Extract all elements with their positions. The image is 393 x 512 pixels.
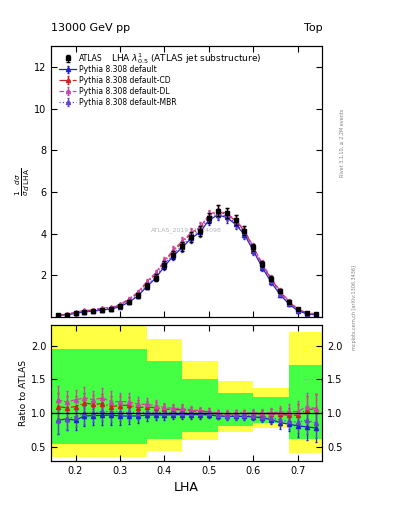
Text: ATLAS_2019_I1724098: ATLAS_2019_I1724098 <box>151 227 222 233</box>
X-axis label: LHA: LHA <box>174 481 199 494</box>
Text: Rivet 3.1.10, ≥ 2.2M events: Rivet 3.1.10, ≥ 2.2M events <box>340 109 345 178</box>
Text: Top: Top <box>304 23 322 33</box>
Text: mcplots.cern.ch [arXiv:1306.3436]: mcplots.cern.ch [arXiv:1306.3436] <box>352 265 357 350</box>
Text: LHA $\lambda^1_{0.5}$ (ATLAS jet substructure): LHA $\lambda^1_{0.5}$ (ATLAS jet substru… <box>112 52 262 67</box>
Y-axis label: $\frac{1}{\sigma}\frac{d\sigma}{d\,\mathrm{LHA}}$: $\frac{1}{\sigma}\frac{d\sigma}{d\,\math… <box>14 167 33 196</box>
Text: 13000 GeV pp: 13000 GeV pp <box>51 23 130 33</box>
Legend: ATLAS, Pythia 8.308 default, Pythia 8.308 default-CD, Pythia 8.308 default-DL, P: ATLAS, Pythia 8.308 default, Pythia 8.30… <box>58 53 178 109</box>
Y-axis label: Ratio to ATLAS: Ratio to ATLAS <box>19 360 28 426</box>
